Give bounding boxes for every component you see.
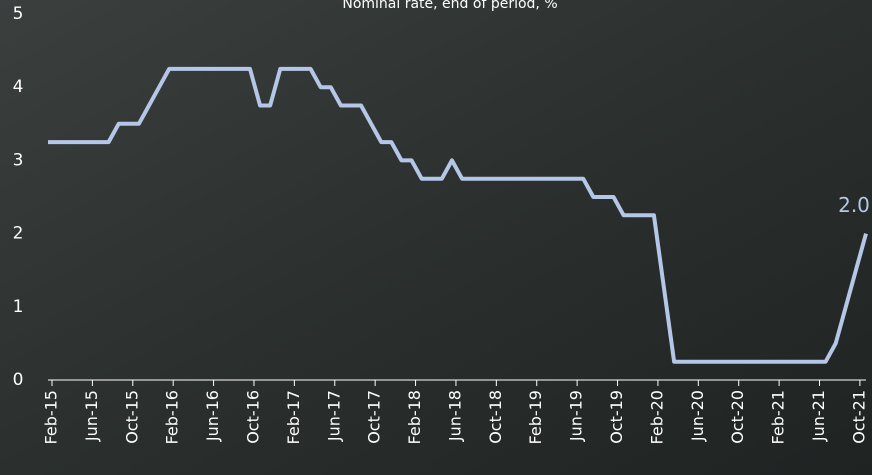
x-tick-label: Feb-20 (647, 390, 666, 444)
y-tick-label: 0 (13, 370, 24, 390)
x-tick-label: Jun-15 (82, 390, 101, 442)
chart: Nominal rate, end of period, % 0 1 2 3 4 5 Feb… (0, 0, 872, 475)
x-tick-label: Oct-16 (243, 390, 262, 444)
x-tick-label: Feb-15 (42, 390, 61, 444)
y-tick-label: 2 (13, 224, 24, 244)
x-tick-label: Oct-20 (728, 390, 747, 444)
x-tick-label: Feb-19 (526, 390, 545, 444)
y-tick-label: 4 (13, 77, 24, 97)
x-tick-label: Jun-17 (324, 390, 343, 442)
x-tick-label: Feb-21 (769, 390, 788, 444)
y-tick-label: 1 (13, 297, 24, 317)
chart-subtitle: Nominal rate, end of period, % (342, 0, 557, 12)
x-tick-label: Oct-19 (607, 390, 626, 444)
x-tick-label: Feb-16 (163, 390, 182, 444)
y-tick-label: 5 (13, 4, 24, 24)
x-tick-label: Oct-15 (122, 390, 141, 444)
x-tick-label: Jun-16 (203, 390, 222, 442)
x-tick-label: Feb-18 (405, 390, 424, 444)
x-tick-label: Oct-21 (849, 390, 868, 444)
x-tick-label: Feb-17 (284, 390, 303, 444)
x-tick-label: Oct-17 (365, 390, 384, 444)
page: {"chart_data": {"type": "line", "subtitl… (0, 0, 872, 475)
x-tick-label: Jun-20 (688, 390, 707, 442)
y-tick-label: 3 (13, 150, 24, 170)
x-tick-label: Oct-18 (486, 390, 505, 444)
x-tick-label: Jun-19 (567, 390, 586, 442)
x-tick-label: Jun-18 (445, 390, 464, 442)
data-label: 2.0 (838, 193, 870, 217)
x-tick-label: Jun-21 (809, 390, 828, 442)
